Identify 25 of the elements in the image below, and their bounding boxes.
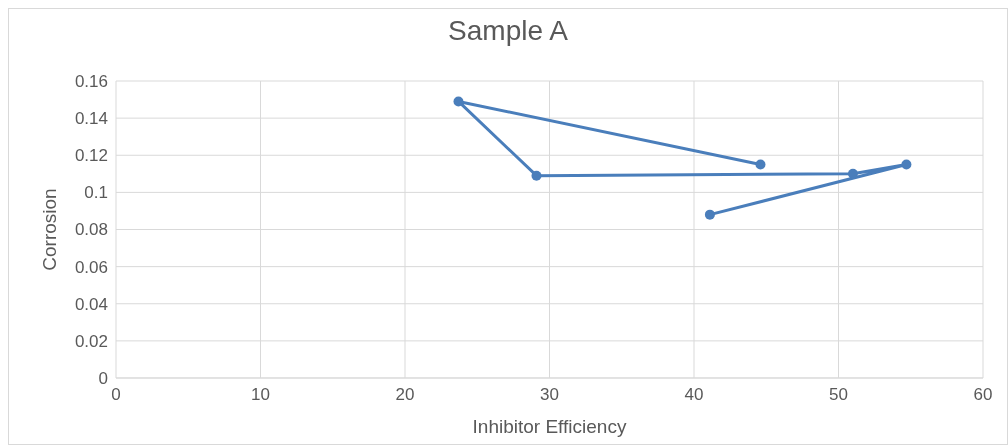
x-tick-label: 60 <box>973 385 993 404</box>
x-tick-label: 50 <box>829 385 848 404</box>
point <box>704 209 715 220</box>
y-tick-label: 0.14 <box>74 109 108 129</box>
point <box>755 159 766 170</box>
point <box>453 96 464 107</box>
x-tick-label: 30 <box>540 385 559 404</box>
x-tick-label: 10 <box>251 385 270 404</box>
x-axis-title: Inhibitor Efficiency <box>472 416 627 437</box>
y-tick-label: 0 <box>98 368 108 388</box>
x-tick-label: 0 <box>111 385 121 404</box>
point <box>901 159 912 170</box>
y-tick-label: 0.08 <box>74 220 108 240</box>
point <box>847 168 858 179</box>
y-tick-label: 0.12 <box>74 146 108 166</box>
x-tick-label: 40 <box>684 385 704 404</box>
y-tick-label: 0.16 <box>74 71 108 91</box>
y-tick-label: 0.04 <box>74 294 108 314</box>
x-tick-label: 20 <box>395 385 415 404</box>
y-tick-label: 0.1 <box>84 183 108 203</box>
y-tick-label: 0.06 <box>74 257 108 277</box>
y-axis-title: Corrosion <box>39 188 60 271</box>
point <box>531 170 542 181</box>
y-tick-label: 0.02 <box>74 331 108 351</box>
chart-title: Sample A <box>448 15 569 46</box>
